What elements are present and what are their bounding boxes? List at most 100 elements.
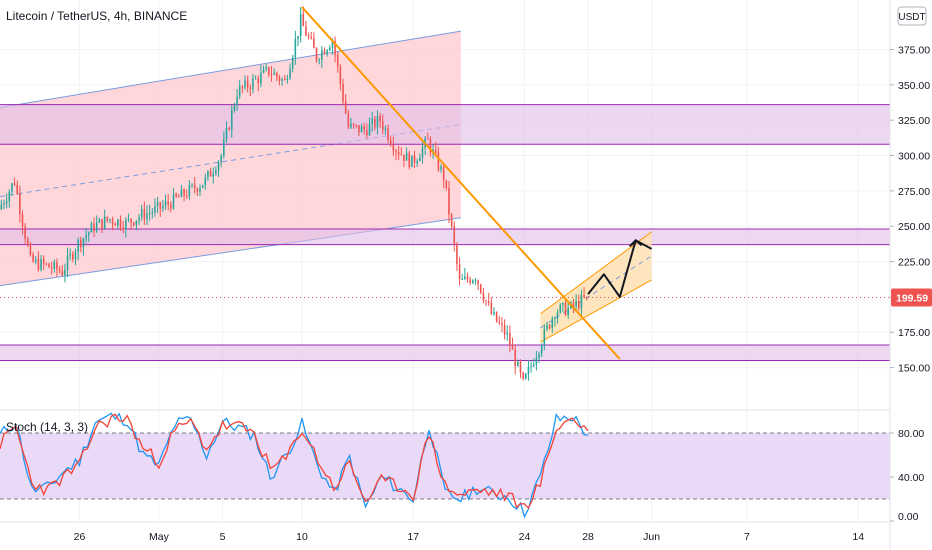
candle-body[interactable]	[236, 96, 238, 106]
candle-body[interactable]	[87, 232, 90, 236]
candle-body[interactable]	[0, 204, 3, 210]
candle-body[interactable]	[479, 284, 482, 293]
candle-body[interactable]	[342, 83, 344, 102]
candle-body[interactable]	[159, 202, 162, 209]
rising-channel-median[interactable]	[540, 255, 652, 329]
candle-body[interactable]	[220, 155, 222, 162]
rising-channel-upper[interactable]	[540, 231, 652, 315]
candle-body[interactable]	[270, 74, 273, 76]
candle-body[interactable]	[238, 86, 241, 97]
candle-body[interactable]	[257, 78, 260, 84]
candle-body[interactable]	[572, 302, 575, 307]
stoch-axis[interactable]: 80.00 40.00 0.00	[890, 428, 924, 523]
candle-body[interactable]	[538, 353, 540, 358]
candle-body[interactable]	[355, 124, 358, 126]
candle-body[interactable]	[268, 67, 270, 75]
candle-body[interactable]	[188, 185, 191, 197]
candle-body[interactable]	[440, 166, 442, 170]
candle-body[interactable]	[146, 213, 148, 220]
candle-body[interactable]	[241, 86, 244, 88]
candle-body[interactable]	[511, 345, 514, 350]
candle-body[interactable]	[106, 216, 109, 221]
candle-body[interactable]	[307, 35, 310, 38]
candle-body[interactable]	[260, 72, 262, 84]
candle-body[interactable]	[313, 38, 315, 49]
candle-body[interactable]	[183, 189, 185, 196]
candle-body[interactable]	[199, 187, 201, 192]
candle-body[interactable]	[344, 101, 347, 114]
candle-body[interactable]	[395, 150, 397, 153]
descending-trend-line[interactable]	[301, 6, 621, 360]
candle-body[interactable]	[138, 217, 140, 221]
candle-body[interactable]	[111, 219, 114, 224]
candle-body[interactable]	[64, 269, 66, 276]
candle-body[interactable]	[487, 300, 490, 303]
candle-body[interactable]	[114, 223, 117, 226]
candle-body[interactable]	[387, 128, 389, 141]
candle-body[interactable]	[125, 220, 127, 230]
stoch-k-line[interactable]	[0, 412, 589, 519]
candle-body[interactable]	[477, 280, 479, 285]
candle-body[interactable]	[397, 152, 400, 155]
candle-body[interactable]	[389, 140, 392, 145]
candle-body[interactable]	[162, 205, 164, 209]
candle-body[interactable]	[321, 50, 323, 60]
candle-body[interactable]	[556, 312, 559, 319]
candle-body[interactable]	[384, 128, 387, 130]
candle-body[interactable]	[185, 195, 188, 197]
candle-body[interactable]	[180, 189, 183, 198]
candle-body[interactable]	[283, 79, 286, 81]
candle-body[interactable]	[79, 239, 82, 248]
support-resistance-zone[interactable]	[0, 344, 890, 361]
candle-body[interactable]	[535, 357, 538, 365]
candle-body[interactable]	[376, 116, 379, 128]
candle-body[interactable]	[132, 222, 135, 226]
candle-body[interactable]	[363, 126, 366, 131]
candle-body[interactable]	[72, 253, 74, 260]
candle-body[interactable]	[252, 78, 254, 89]
candle-body[interactable]	[530, 365, 532, 367]
candle-body[interactable]	[498, 321, 501, 324]
rising-channel-lower[interactable]	[540, 279, 652, 343]
candle-body[interactable]	[32, 254, 34, 262]
candle-body[interactable]	[411, 155, 413, 168]
candle-body[interactable]	[577, 300, 580, 309]
candle-body[interactable]	[109, 219, 111, 221]
candle-body[interactable]	[381, 121, 384, 130]
candle-body[interactable]	[209, 171, 212, 177]
candle-body[interactable]	[82, 238, 85, 248]
candle-body[interactable]	[8, 191, 11, 202]
candle-body[interactable]	[249, 87, 252, 89]
currency-button[interactable]: USDT	[897, 6, 927, 26]
candle-body[interactable]	[456, 244, 458, 265]
candle-body[interactable]	[546, 324, 548, 329]
candle-body[interactable]	[215, 170, 217, 174]
candle-body[interactable]	[323, 50, 326, 54]
candle-body[interactable]	[413, 155, 416, 163]
candle-body[interactable]	[466, 276, 469, 280]
candle-body[interactable]	[360, 126, 363, 133]
candle-body[interactable]	[29, 245, 32, 255]
candle-body[interactable]	[42, 258, 45, 264]
support-resistance-zone[interactable]	[0, 104, 890, 145]
candle-body[interactable]	[265, 67, 267, 70]
candle-body[interactable]	[191, 184, 193, 186]
candle-body[interactable]	[318, 59, 320, 61]
candle-body[interactable]	[85, 235, 87, 239]
candle-body[interactable]	[461, 278, 464, 280]
candle-body[interactable]	[458, 264, 461, 280]
candle-body[interactable]	[53, 262, 56, 269]
candle-body[interactable]	[37, 259, 40, 270]
candle-body[interactable]	[567, 307, 569, 316]
candle-body[interactable]	[40, 258, 42, 270]
candle-body[interactable]	[315, 48, 318, 61]
candle-body[interactable]	[34, 259, 37, 262]
candle-body[interactable]	[13, 183, 16, 185]
candle-body[interactable]	[122, 227, 124, 230]
candle-body[interactable]	[583, 294, 585, 297]
candle-body[interactable]	[548, 324, 551, 329]
candle-body[interactable]	[408, 152, 411, 168]
candle-body[interactable]	[522, 372, 524, 379]
candle-body[interactable]	[193, 184, 196, 189]
